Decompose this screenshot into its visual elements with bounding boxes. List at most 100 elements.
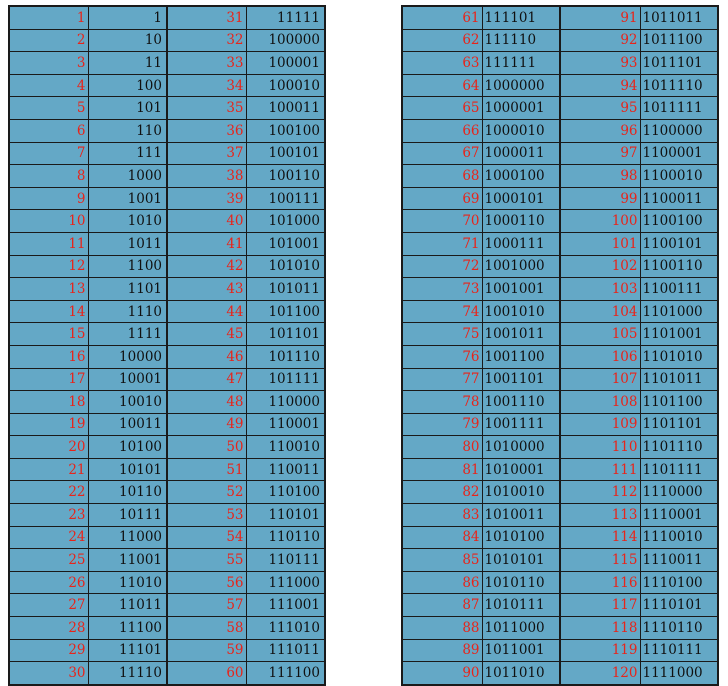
binary-cell: 1011011 [639, 5, 719, 30]
table-row: 79 1001111 109 1101101 [401, 412, 719, 437]
table-row: 64 1000000 94 1011110 [401, 73, 719, 98]
binary-cell: 110101 [245, 503, 326, 527]
binary-cell: 100100 [245, 118, 326, 143]
binary-cell: 110011 [245, 457, 326, 482]
decimal-cell: 98 [559, 164, 641, 188]
binary-cell: 111010 [245, 616, 326, 640]
table-row: 29 11101 59 111011 [8, 638, 326, 663]
table-row: 80 1010000 110 1101110 [401, 435, 719, 459]
binary-cell: 1110110 [639, 616, 719, 640]
decimal-cell: 18 [8, 390, 89, 414]
binary-cell: 1011000 [481, 616, 561, 640]
table-row: 25 11001 55 110111 [8, 548, 326, 572]
decimal-cell: 22 [8, 480, 89, 505]
decimal-cell: 37 [166, 141, 247, 166]
decimal-cell: 119 [559, 638, 641, 663]
table-row: 76 1001100 106 1101010 [401, 344, 719, 369]
decimal-cell: 14 [8, 299, 89, 324]
binary-cell: 110000 [245, 390, 326, 414]
table-row: 85 1010101 115 1110011 [401, 548, 719, 572]
table-row: 14 1110 44 101100 [8, 299, 326, 324]
decimal-cell: 4 [8, 73, 89, 98]
table-row: 12 1100 42 101010 [8, 254, 326, 279]
decimal-cell: 72 [401, 254, 483, 279]
decimal-cell: 107 [559, 367, 641, 392]
binary-cell: 101000 [245, 209, 326, 233]
decimal-cell: 59 [166, 638, 247, 663]
binary-cell: 1001000 [481, 254, 561, 279]
binary-cell: 11001 [87, 548, 168, 572]
decimal-cell: 60 [166, 661, 247, 686]
decimal-cell: 56 [166, 570, 247, 595]
table-row: 82 1010010 112 1110000 [401, 480, 719, 505]
binary-cell: 1011111 [639, 96, 719, 120]
binary-cell: 10100 [87, 435, 168, 459]
decimal-cell: 104 [559, 299, 641, 324]
decimal-cell: 91 [559, 5, 641, 30]
binary-cell: 1101010 [639, 344, 719, 369]
binary-cell: 1100011 [639, 186, 719, 211]
table-row: 8 1000 38 100110 [8, 164, 326, 188]
decimal-cell: 77 [401, 367, 483, 392]
binary-cell: 1000111 [481, 231, 561, 256]
binary-cell: 1010010 [481, 480, 561, 505]
binary-cell: 101010 [245, 254, 326, 279]
table-row: 78 1001110 108 1101100 [401, 390, 719, 414]
decimal-cell: 74 [401, 299, 483, 324]
table-row: 1 1 31 11111 [8, 5, 326, 30]
binary-cell: 1100110 [639, 254, 719, 279]
table-row: 17 10001 47 101111 [8, 367, 326, 392]
binary-cell: 110010 [245, 435, 326, 459]
decimal-cell: 65 [401, 96, 483, 120]
binary-cell: 100010 [245, 73, 326, 98]
binary-cell: 100011 [245, 96, 326, 120]
decimal-cell: 15 [8, 322, 89, 346]
decimal-cell: 63 [401, 51, 483, 75]
decimal-cell: 95 [559, 96, 641, 120]
table-row: 62 111110 92 1011100 [401, 28, 719, 53]
decimal-cell: 114 [559, 525, 641, 550]
table-row: 27 11011 57 111001 [8, 593, 326, 618]
decimal-cell: 68 [401, 164, 483, 188]
binary-cell: 1011101 [639, 51, 719, 75]
binary-cell: 1011100 [639, 28, 719, 53]
decimal-cell: 106 [559, 344, 641, 369]
table-row: 89 1011001 119 1110111 [401, 638, 719, 663]
binary-cell: 11 [87, 51, 168, 75]
decimal-cell: 21 [8, 457, 89, 482]
binary-cell: 1000110 [481, 209, 561, 233]
table-row: 28 11100 58 111010 [8, 616, 326, 640]
table-row: 75 1001011 105 1101001 [401, 322, 719, 346]
binary-cell: 100111 [245, 186, 326, 211]
table-row: 69 1000101 99 1100011 [401, 186, 719, 211]
decimal-cell: 16 [8, 344, 89, 369]
binary-cell: 10111 [87, 503, 168, 527]
decimal-cell: 7 [8, 141, 89, 166]
table-row: 20 10100 50 110010 [8, 435, 326, 459]
binary-cell: 1101000 [639, 299, 719, 324]
decimal-cell: 103 [559, 277, 641, 301]
decimal-cell: 32 [166, 28, 247, 53]
decimal-cell: 71 [401, 231, 483, 256]
binary-cell: 1100101 [639, 231, 719, 256]
decimal-cell: 35 [166, 96, 247, 120]
table-row: 81 1010001 111 1101111 [401, 457, 719, 482]
table-row: 61 111101 91 1011011 [401, 5, 719, 30]
table-row: 5 101 35 100011 [8, 96, 326, 120]
decimal-cell: 108 [559, 390, 641, 414]
table-row: 72 1001000 102 1100110 [401, 254, 719, 279]
table-row: 70 1000110 100 1100100 [401, 209, 719, 233]
table-row: 90 1011010 120 1111000 [401, 661, 719, 686]
binary-cell: 1110011 [639, 548, 719, 572]
binary-cell: 1001 [87, 186, 168, 211]
binary-cell: 10001 [87, 367, 168, 392]
decimal-cell: 36 [166, 118, 247, 143]
binary-cell: 1110001 [639, 503, 719, 527]
table-row: 11 1011 41 101001 [8, 231, 326, 256]
binary-cell: 101 [87, 96, 168, 120]
binary-cell: 11100 [87, 616, 168, 640]
decimal-cell: 70 [401, 209, 483, 233]
decimal-cell: 44 [166, 299, 247, 324]
binary-cell: 1010011 [481, 503, 561, 527]
table-row: 19 10011 49 110001 [8, 412, 326, 437]
